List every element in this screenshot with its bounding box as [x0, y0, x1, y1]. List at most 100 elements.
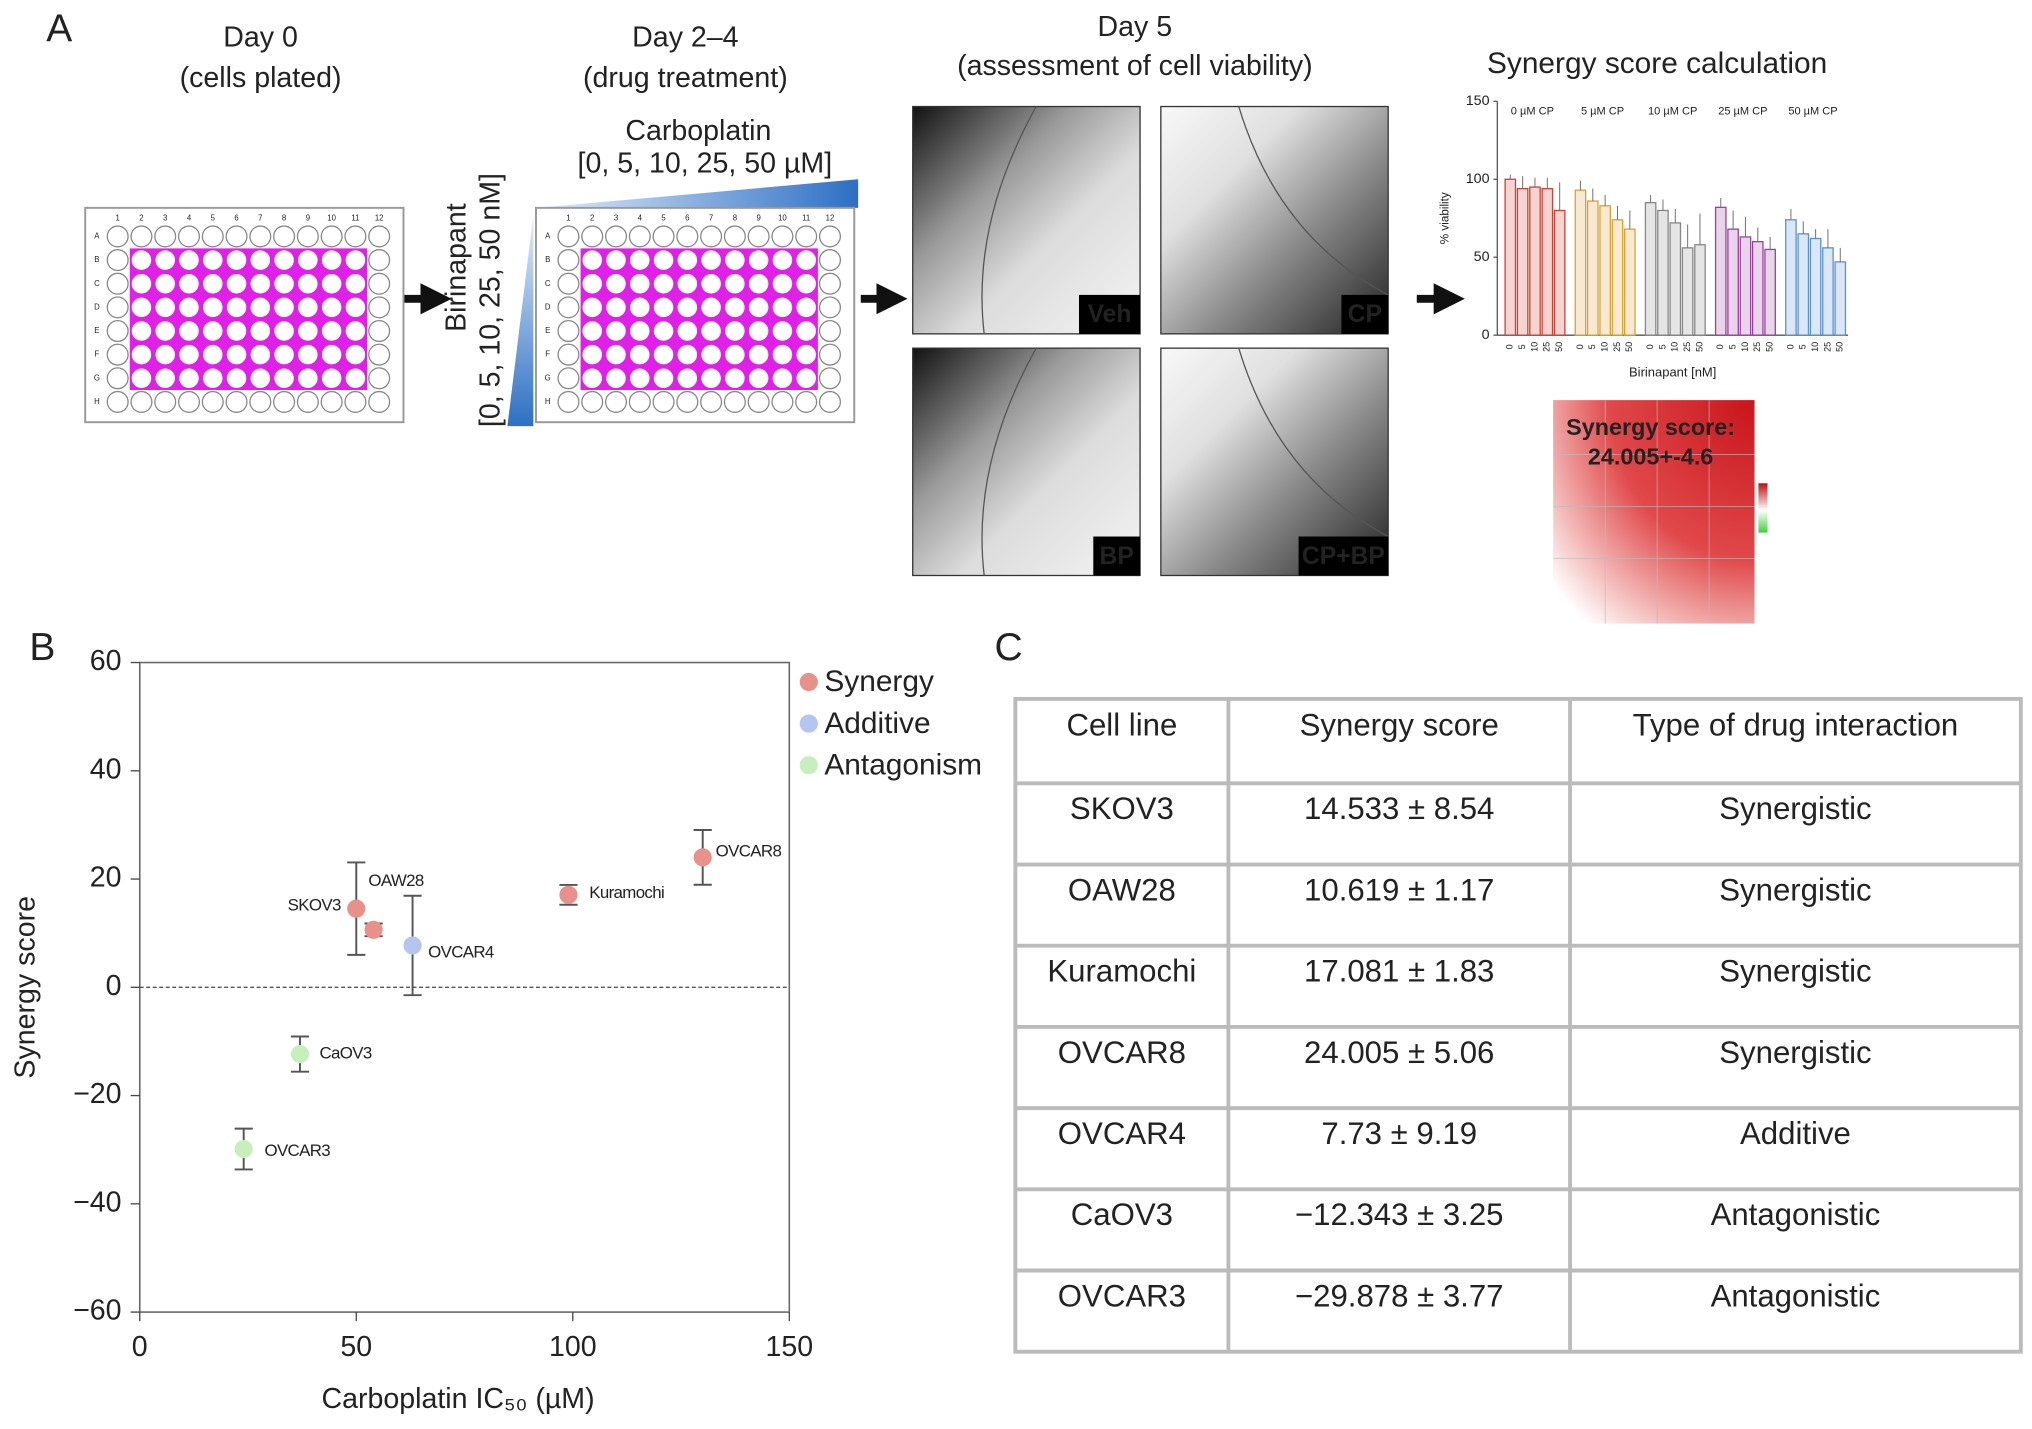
legend-marker	[799, 756, 818, 775]
treated-area	[129, 248, 368, 390]
plate-column-label: 8	[733, 213, 737, 222]
plate-column-label: 5	[661, 213, 665, 222]
synergy-map-grid	[1553, 400, 1755, 624]
bar	[1541, 187, 1554, 336]
well	[557, 225, 580, 248]
well	[676, 225, 699, 248]
well	[581, 343, 604, 366]
well	[273, 367, 296, 390]
plate-column-label: 1	[566, 213, 570, 222]
micrographs: Veh CP BP CP+BP	[912, 105, 1389, 577]
plate-column-label: 10	[778, 213, 787, 222]
well	[581, 249, 604, 272]
table-cell: Synergistic	[1719, 791, 1871, 826]
point	[559, 885, 578, 904]
plate-column-label: 6	[234, 213, 238, 222]
well	[581, 367, 604, 390]
step-subtitle: (cells plated)	[180, 62, 342, 94]
table-cell: 10.619 ± 1.17	[1304, 872, 1494, 907]
well	[652, 272, 675, 295]
well	[320, 367, 343, 390]
plate-row-label: G	[545, 373, 551, 382]
table-cell: OVCAR3	[1058, 1278, 1186, 1313]
well	[771, 390, 794, 413]
table: Cell line Synergy score Type of drug inter…	[1013, 696, 2023, 1354]
bar	[1785, 219, 1797, 336]
x-axis-label: Carboplatin IC₅₀ (µM)	[321, 1383, 594, 1415]
well	[273, 272, 296, 295]
x-tick-label: 5	[1517, 344, 1527, 349]
drug-doses: [0, 5, 10, 25, 50 µM]	[578, 148, 833, 180]
well	[700, 249, 723, 272]
well	[273, 319, 296, 343]
well	[795, 272, 818, 295]
image-label-box	[1298, 536, 1389, 576]
well	[344, 272, 367, 295]
y-tick-label: −20	[73, 1078, 121, 1110]
well	[177, 272, 201, 295]
well	[676, 319, 699, 343]
well	[106, 319, 129, 343]
well	[747, 319, 770, 343]
well	[795, 367, 818, 390]
dose-wedge	[535, 179, 859, 208]
table-cell: Antagonistic	[1711, 1278, 1881, 1313]
plate-row-label: E	[545, 326, 550, 335]
point-label: OVCAR3	[264, 1141, 330, 1160]
bar	[1553, 209, 1566, 336]
bar	[1727, 228, 1739, 336]
well	[557, 249, 580, 272]
bar	[1714, 206, 1727, 336]
well	[652, 296, 675, 319]
well	[818, 367, 842, 390]
well	[771, 343, 794, 366]
step-subtitle: (drug treatment)	[583, 62, 788, 94]
legend-label: 25 µM CP	[1718, 106, 1767, 118]
bar	[1764, 248, 1776, 336]
well	[676, 249, 699, 272]
well	[249, 296, 272, 319]
well-edge	[1238, 106, 1389, 296]
well	[771, 272, 794, 295]
plate-column-label: 3	[614, 213, 618, 222]
x-tick-label: 25	[1612, 342, 1622, 352]
drug-doses: [0, 5, 10, 25, 50 nM]	[474, 173, 506, 427]
well	[177, 343, 201, 366]
scatter-chart: −60 −40 −20 0 20 40 60 0 50 100 150 Synergy score Ca…	[9, 645, 982, 1415]
well	[604, 390, 628, 413]
drug-name: Birinapant	[441, 203, 473, 332]
well	[249, 225, 272, 248]
well	[795, 249, 818, 272]
image-label-box	[1093, 536, 1141, 576]
well	[320, 272, 343, 295]
well	[723, 390, 746, 413]
well	[344, 225, 367, 248]
well	[154, 367, 177, 390]
well	[604, 319, 628, 343]
well	[344, 343, 367, 366]
well	[249, 343, 272, 366]
well	[676, 343, 699, 366]
well	[747, 225, 770, 248]
well	[652, 249, 675, 272]
well	[818, 343, 842, 366]
well	[628, 272, 651, 295]
bar	[1574, 189, 1587, 336]
well	[604, 367, 628, 390]
well	[557, 296, 580, 319]
well	[296, 390, 319, 413]
well	[557, 367, 580, 390]
well	[225, 249, 248, 272]
well	[154, 272, 177, 295]
plate-row-label: B	[94, 255, 99, 264]
well	[201, 367, 224, 390]
well	[628, 296, 651, 319]
y-axis-label: % viability	[1438, 192, 1451, 244]
well	[747, 343, 770, 366]
bar	[1809, 237, 1822, 336]
well	[106, 225, 129, 248]
table-cell: CaOV3	[1071, 1197, 1173, 1232]
legend-marker	[799, 714, 818, 733]
well	[747, 296, 770, 319]
legend-label: 0 µM CP	[1511, 106, 1554, 118]
